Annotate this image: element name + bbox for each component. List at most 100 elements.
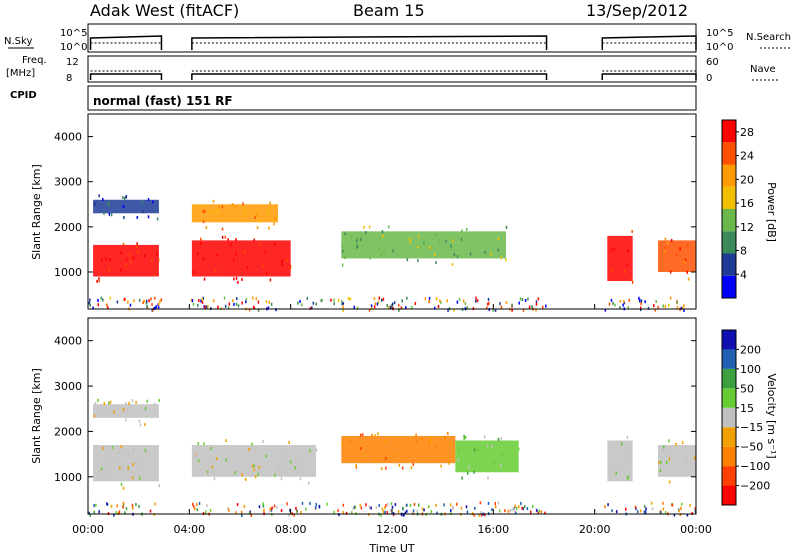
velocity-clutter-pixel [479, 501, 482, 505]
power-echo-pixel [108, 268, 111, 272]
power-echo-pixel [147, 198, 150, 202]
velocity-clutter-pixel [250, 513, 252, 517]
power-clutter-pixel [374, 302, 377, 306]
power-clutter-pixel [197, 299, 200, 303]
velocity-clutter-pixel [671, 503, 674, 507]
velocity-echo-pixel [288, 440, 290, 444]
velocity-echo-pixel [359, 433, 362, 437]
velocity-echo-pixel [487, 476, 489, 480]
velocity-clutter-pixel [615, 510, 618, 514]
power-clutter-pixel [456, 300, 459, 304]
power-echo-pixel [450, 244, 452, 248]
velocity-echo-pixel [210, 447, 212, 451]
velocity-clutter-pixel [262, 504, 265, 508]
power-clutter-pixel [251, 296, 254, 300]
power-clutter-pixel [342, 308, 344, 312]
velocity-echo-pixel [117, 451, 120, 455]
power-clutter-pixel [638, 296, 640, 300]
power-clutter-pixel [342, 301, 345, 305]
velocity-clutter-pixel [535, 508, 538, 512]
velocity-echo-pixel [309, 449, 311, 453]
velocity-colorbar-segment [722, 407, 736, 428]
power-clutter-pixel [382, 297, 385, 301]
power-clutter-pixel [428, 296, 431, 300]
velocity-clutter-pixel [651, 507, 654, 511]
power-echo-pixel [611, 268, 614, 272]
power-colorbar-segment [722, 253, 736, 276]
power-colorbar-tick-label: 8 [740, 245, 747, 258]
power-echo-pixel [93, 202, 96, 206]
velocity-echo-pixel [144, 448, 147, 452]
velocity-clutter-pixel [209, 508, 212, 512]
velocity-clutter-pixel [131, 503, 134, 507]
velocity-echo-pixel [398, 463, 401, 467]
power-clutter-pixel [154, 296, 156, 300]
velocity-clutter-pixel [271, 506, 273, 510]
power-echo-pixel [237, 280, 239, 284]
velocity-clutter-pixel [385, 504, 387, 508]
velocity-clutter-pixel [511, 507, 514, 511]
power-echo-pixel [344, 256, 346, 260]
power-echo-pixel [96, 279, 98, 283]
velocity-colorbar-segment [722, 330, 736, 350]
velocity-echo-pixel [383, 458, 385, 462]
velocity-echo-pixel [125, 418, 127, 422]
velocity-echo-pixel [258, 465, 261, 469]
velocity-colorbar-tick-label: −15 [740, 421, 763, 434]
power-echo-pixel [202, 220, 205, 224]
velocity-clutter-pixel [509, 509, 512, 513]
power-clutter-pixel [487, 302, 489, 306]
velocity-echo-pixel [384, 440, 386, 444]
power-clutter-pixel [381, 298, 383, 302]
power-clutter-pixel [608, 302, 611, 306]
time-tick-label: 00:00 [680, 523, 712, 536]
velocity-clutter-pixel [634, 505, 637, 509]
velocity-clutter-pixel [494, 502, 496, 506]
velocity-echo-pixel [361, 433, 364, 437]
power-clutter-pixel [528, 305, 531, 309]
velocity-clutter-pixel [326, 502, 328, 506]
power-echo-pixel [626, 263, 629, 267]
velocity-echo-pixel [100, 414, 103, 418]
power-echo-pixel [663, 250, 666, 254]
velocity-echo-pixel [197, 459, 200, 463]
power-clutter-pixel [152, 308, 154, 312]
power-echo-pixel [200, 242, 202, 246]
power-clutter-pixel [681, 306, 684, 310]
power-echo-pixel [214, 269, 217, 273]
velocity-clutter-pixel [118, 510, 121, 514]
power-clutter-pixel [527, 297, 529, 301]
velocity-clutter-pixel [342, 510, 345, 514]
power-echo-pixel [136, 242, 138, 246]
velocity-colorbar-tick-label: −100 [740, 460, 770, 473]
power-echo-pixel [218, 205, 220, 209]
power-clutter-pixel [535, 302, 538, 306]
velocity-clutter-pixel [113, 513, 115, 517]
velocity-clutter-pixel [402, 506, 404, 510]
velocity-echo-pixel [449, 441, 451, 445]
power-clutter-pixel [253, 306, 256, 310]
velocity-echo-pixel [131, 476, 134, 480]
velocity-echo-pixel [349, 439, 351, 443]
velocity-echo-pixel [289, 460, 292, 464]
velocity-echo-pixel [355, 464, 357, 468]
power-echo-pixel [350, 235, 353, 239]
power-clutter-pixel [524, 298, 527, 302]
power-clutter-pixel [662, 304, 664, 308]
power-clutter-pixel [154, 306, 157, 310]
velocity-clutter-pixel [639, 509, 642, 513]
power-echo-pixel [667, 241, 669, 245]
velocity-clutter-pixel [466, 510, 469, 514]
power-clutter-pixel [437, 304, 440, 308]
velocity-colorbar-tick-label: 100 [740, 363, 761, 376]
velocity-clutter-pixel [540, 510, 542, 514]
power-echo-pixel [445, 239, 447, 243]
power-echo-pixel [274, 216, 277, 220]
velocity-clutter-pixel [607, 503, 609, 507]
velocity-clutter-pixel [473, 513, 475, 517]
velocity-echo-pixel [430, 436, 432, 440]
power-echo-pixel [192, 270, 195, 274]
power-echo-pixel [155, 253, 158, 257]
power-echo-pixel [142, 210, 144, 214]
velocity-clutter-pixel [384, 510, 386, 514]
